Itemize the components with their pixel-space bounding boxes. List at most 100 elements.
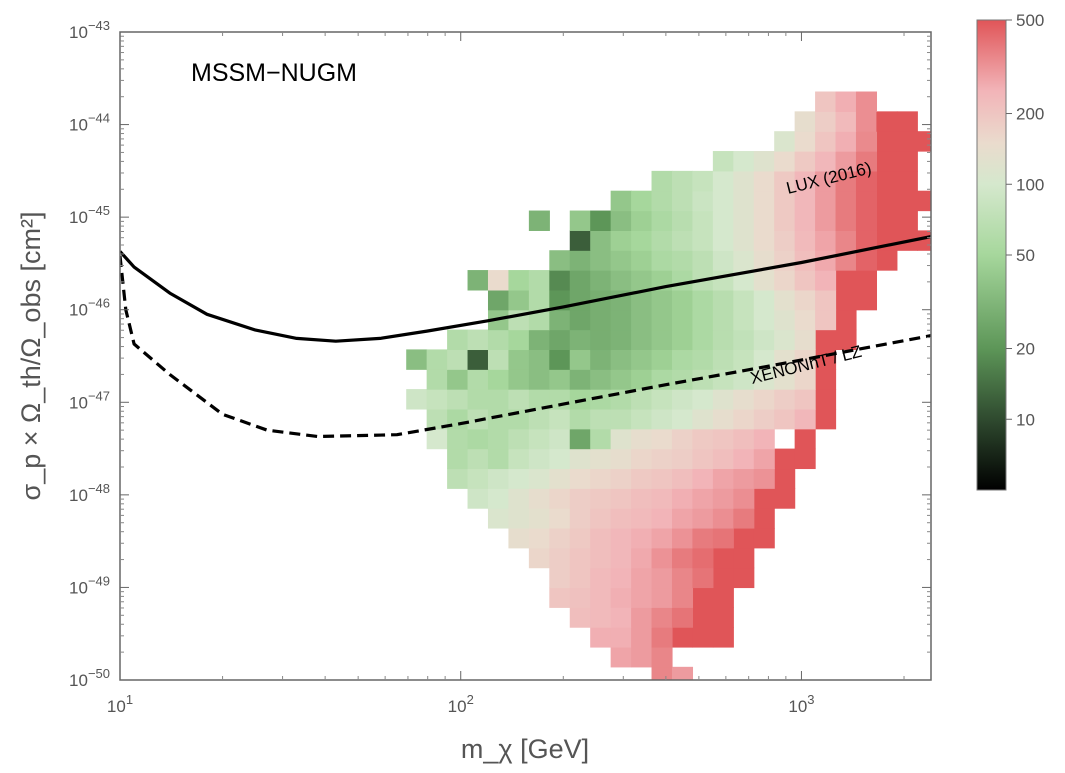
heatmap-cell bbox=[876, 170, 898, 192]
heatmap-cell bbox=[651, 190, 673, 212]
heatmap-cell bbox=[794, 210, 816, 231]
heatmap-cell bbox=[855, 190, 878, 212]
heatmap-cell bbox=[487, 468, 510, 489]
heatmap-cell bbox=[610, 270, 632, 291]
heatmap-cell bbox=[569, 547, 591, 569]
heatmap-cell bbox=[610, 468, 632, 489]
heatmap-cell bbox=[671, 428, 694, 450]
heatmap-cell bbox=[569, 369, 591, 390]
heatmap-cell bbox=[631, 567, 653, 589]
y-tick-label: 10−48 bbox=[69, 481, 110, 505]
heatmap-cell bbox=[447, 349, 469, 370]
heatmap-cell bbox=[733, 151, 755, 172]
heatmap-cell bbox=[855, 91, 878, 112]
heatmap-cell bbox=[549, 309, 571, 331]
heatmap-cell bbox=[753, 270, 775, 291]
heatmap-cell bbox=[569, 587, 591, 608]
heatmap-cell bbox=[815, 329, 837, 351]
heatmap-cell bbox=[712, 210, 734, 231]
heatmap-cell bbox=[733, 369, 755, 390]
heatmap-cell bbox=[631, 627, 653, 648]
heatmap-cell bbox=[692, 567, 714, 589]
heatmap-cell bbox=[733, 527, 755, 549]
heatmap-cell bbox=[631, 527, 653, 549]
heatmap-cell bbox=[549, 527, 571, 549]
heatmap-cell bbox=[671, 547, 694, 569]
heatmap-cell bbox=[692, 170, 714, 192]
heatmap-cell bbox=[651, 329, 673, 351]
heatmap-cell bbox=[815, 408, 837, 430]
heatmap-cell bbox=[774, 408, 796, 430]
heatmap-cell bbox=[712, 309, 734, 331]
heatmap-cell bbox=[774, 448, 796, 470]
heatmap-cell bbox=[631, 210, 653, 231]
heatmap-cell bbox=[753, 230, 775, 251]
heatmap-cell bbox=[651, 408, 673, 430]
heatmap-cell bbox=[631, 389, 653, 410]
heatmap-cell bbox=[508, 527, 530, 549]
heatmap-cell bbox=[815, 151, 837, 172]
heatmap-cell bbox=[712, 527, 734, 549]
heatmap-cell bbox=[610, 547, 632, 569]
heatmap-cell bbox=[631, 428, 653, 450]
heatmap-cell bbox=[733, 547, 755, 569]
heatmap-cell bbox=[815, 170, 837, 192]
limit-curves bbox=[120, 235, 931, 439]
heatmap-cell bbox=[590, 607, 612, 628]
heatmap-cell bbox=[569, 309, 591, 331]
heatmap-cell bbox=[712, 270, 734, 291]
heatmap-cell bbox=[876, 151, 898, 172]
heatmap-cell bbox=[549, 448, 571, 470]
heatmap-cell bbox=[753, 190, 775, 212]
heatmap-cell bbox=[447, 428, 469, 450]
heatmap-cell bbox=[590, 547, 612, 569]
heatmap-cell bbox=[447, 389, 469, 410]
heatmap-cell bbox=[815, 210, 837, 231]
heatmap-cell bbox=[508, 349, 530, 370]
heatmap-cell bbox=[774, 170, 796, 192]
heatmap-cell bbox=[733, 170, 755, 192]
heatmap-cell bbox=[671, 448, 694, 470]
heatmap-cell bbox=[712, 448, 734, 470]
heatmap-cell bbox=[631, 230, 653, 251]
heatmap-cell bbox=[855, 151, 878, 172]
heatmap-cell bbox=[815, 389, 837, 410]
heatmap-cell bbox=[692, 210, 714, 231]
x-tick-label: 102 bbox=[448, 692, 474, 716]
heatmap-cell bbox=[671, 250, 694, 271]
heatmap-cell bbox=[794, 170, 816, 192]
heatmap-cell bbox=[733, 309, 755, 331]
heatmap-cell bbox=[610, 329, 632, 351]
lux-2016-curve bbox=[120, 235, 931, 343]
heatmap-cell bbox=[610, 190, 632, 212]
heatmap-cell bbox=[671, 607, 694, 628]
heatmap-cell bbox=[671, 527, 694, 549]
heatmap-cell bbox=[487, 508, 510, 529]
heatmap-cell bbox=[549, 508, 571, 529]
heatmap-cell bbox=[549, 349, 571, 370]
heatmap-cell bbox=[671, 230, 694, 251]
y-tick-label: 10−47 bbox=[69, 388, 110, 412]
heatmap-cell bbox=[774, 389, 796, 410]
heatmap-cell bbox=[733, 408, 755, 430]
heatmap-cell bbox=[733, 349, 755, 370]
heatmap-cell bbox=[733, 488, 755, 509]
heatmap-cell bbox=[590, 468, 612, 489]
colorbar-tick-label: 50 bbox=[1016, 246, 1035, 265]
heatmap-cell bbox=[487, 428, 510, 450]
heatmap-cell bbox=[815, 309, 837, 331]
heatmap-cell bbox=[815, 230, 837, 251]
heatmap-cell bbox=[774, 131, 796, 152]
heatmap-cell bbox=[487, 369, 510, 390]
heatmap-cell bbox=[651, 488, 673, 509]
heatmap-cell bbox=[794, 389, 816, 410]
heatmap-cell bbox=[651, 389, 673, 410]
heatmap-cell bbox=[774, 210, 796, 231]
heatmap-cell bbox=[692, 488, 714, 509]
heatmap-cell bbox=[671, 170, 694, 192]
heatmap-cell bbox=[671, 587, 694, 608]
x-axis-label: m_χ [GeV] bbox=[461, 734, 589, 764]
heatmap-cell bbox=[549, 408, 571, 430]
heatmap-cell bbox=[855, 111, 878, 132]
heatmap-cell bbox=[835, 289, 857, 311]
